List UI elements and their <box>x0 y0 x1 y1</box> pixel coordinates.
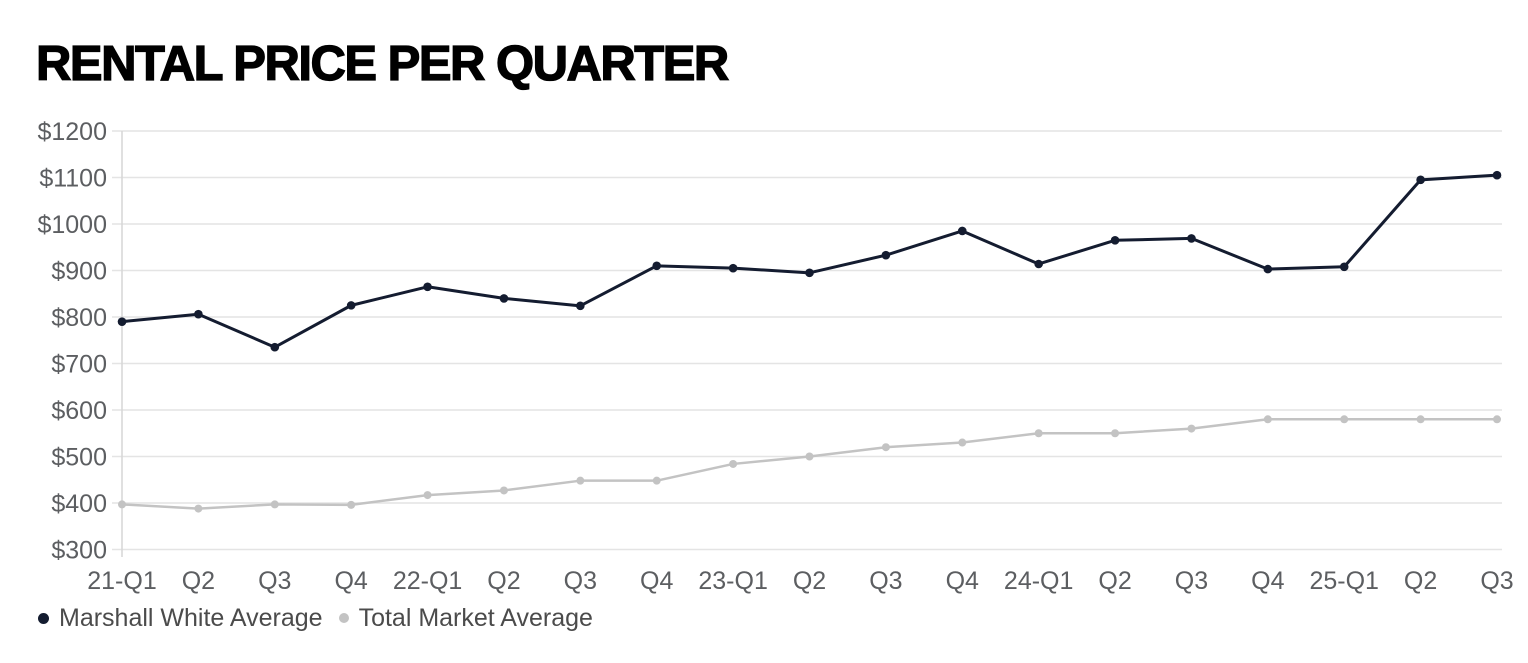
y-tick-label: $900 <box>51 258 107 286</box>
legend-item-total-market: Total Market Average <box>338 603 593 633</box>
x-tick-label: Q3 <box>564 567 597 595</box>
data-point-total-market <box>576 476 585 485</box>
data-point-marshall-white <box>194 309 203 319</box>
y-tick-label: $400 <box>51 490 107 518</box>
data-point-marshall-white <box>881 250 891 260</box>
data-point-total-market <box>1493 415 1501 424</box>
x-tick-label: 25-Q1 <box>1309 567 1378 595</box>
data-point-total-market <box>881 443 890 452</box>
data-point-total-market <box>194 504 203 513</box>
data-point-total-market <box>1416 415 1425 424</box>
legend-dot-total-market-icon <box>338 613 349 623</box>
y-tick-label: $500 <box>51 444 107 472</box>
data-point-marshall-white <box>728 263 738 273</box>
x-tick-label: Q3 <box>258 567 291 595</box>
data-point-total-market <box>118 500 126 509</box>
data-point-marshall-white <box>805 268 814 278</box>
data-point-marshall-white <box>576 301 585 311</box>
x-tick-label: Q4 <box>334 567 367 595</box>
y-tick-label: $1000 <box>37 211 107 239</box>
data-point-total-market <box>1111 429 1120 438</box>
data-point-marshall-white <box>1416 175 1425 185</box>
x-tick-label: 21-Q1 <box>87 567 156 595</box>
data-point-total-market <box>958 438 967 447</box>
x-tick-label: Q4 <box>1251 567 1284 595</box>
x-tick-label: Q3 <box>869 567 902 595</box>
x-tick-label: Q2 <box>487 567 520 595</box>
data-point-marshall-white <box>957 226 967 236</box>
y-tick-label: $1200 <box>37 118 107 146</box>
data-point-total-market <box>1263 415 1272 424</box>
chart-title: RENTAL PRICE PER QUARTER <box>35 36 730 91</box>
chart-legend: Marshall White Average Total Market Aver… <box>38 603 593 633</box>
data-point-marshall-white <box>1034 259 1043 269</box>
data-point-total-market <box>499 486 508 495</box>
x-tick-label: 24-Q1 <box>1004 567 1073 595</box>
data-point-marshall-white <box>346 301 356 310</box>
data-point-marshall-white <box>652 261 662 271</box>
legend-label-total-market: Total Market Average <box>358 603 593 632</box>
y-tick-label: $800 <box>51 304 107 332</box>
data-point-marshall-white <box>423 282 432 292</box>
x-tick-label: 23-Q1 <box>698 567 767 595</box>
x-tick-label: Q3 <box>1480 567 1513 595</box>
y-tick-label: $1100 <box>39 165 107 193</box>
data-point-total-market <box>1187 424 1196 433</box>
x-tick-label: Q2 <box>1098 567 1131 595</box>
data-point-marshall-white <box>1263 264 1273 274</box>
data-point-marshall-white <box>1187 234 1196 243</box>
data-point-total-market <box>347 500 356 509</box>
data-point-total-market <box>1340 415 1349 424</box>
data-point-marshall-white <box>1110 235 1120 245</box>
x-tick-label: Q4 <box>946 567 979 595</box>
data-point-marshall-white <box>499 294 509 303</box>
y-tick-label: $600 <box>51 397 107 425</box>
series-line-total-market <box>120 418 1499 510</box>
series-line-marshall-white <box>120 173 1499 349</box>
x-tick-label: 22-Q1 <box>393 567 462 595</box>
x-tick-label: Q3 <box>1175 567 1208 595</box>
y-tick-label: $300 <box>51 537 107 565</box>
data-point-marshall-white <box>117 317 127 326</box>
x-tick-label: Q2 <box>1404 567 1437 595</box>
x-tick-label: Q4 <box>640 567 673 595</box>
y-tick-label: $700 <box>51 351 107 379</box>
legend-item-marshall-white: Marshall White Average <box>38 604 323 633</box>
data-point-total-market <box>652 476 661 485</box>
x-tick-label: Q2 <box>182 567 215 595</box>
legend-dot-marshall-white-icon <box>38 612 49 624</box>
data-point-total-market <box>805 452 814 461</box>
legend-label-marshall-white: Marshall White Average <box>59 603 323 632</box>
data-point-total-market <box>270 500 279 509</box>
data-point-total-market <box>423 491 432 500</box>
data-point-marshall-white <box>1339 262 1349 272</box>
data-point-marshall-white <box>270 342 280 352</box>
data-point-total-market <box>729 459 738 468</box>
data-point-marshall-white <box>1492 170 1502 180</box>
data-point-total-market <box>1034 429 1043 438</box>
x-tick-label: Q2 <box>793 567 826 595</box>
